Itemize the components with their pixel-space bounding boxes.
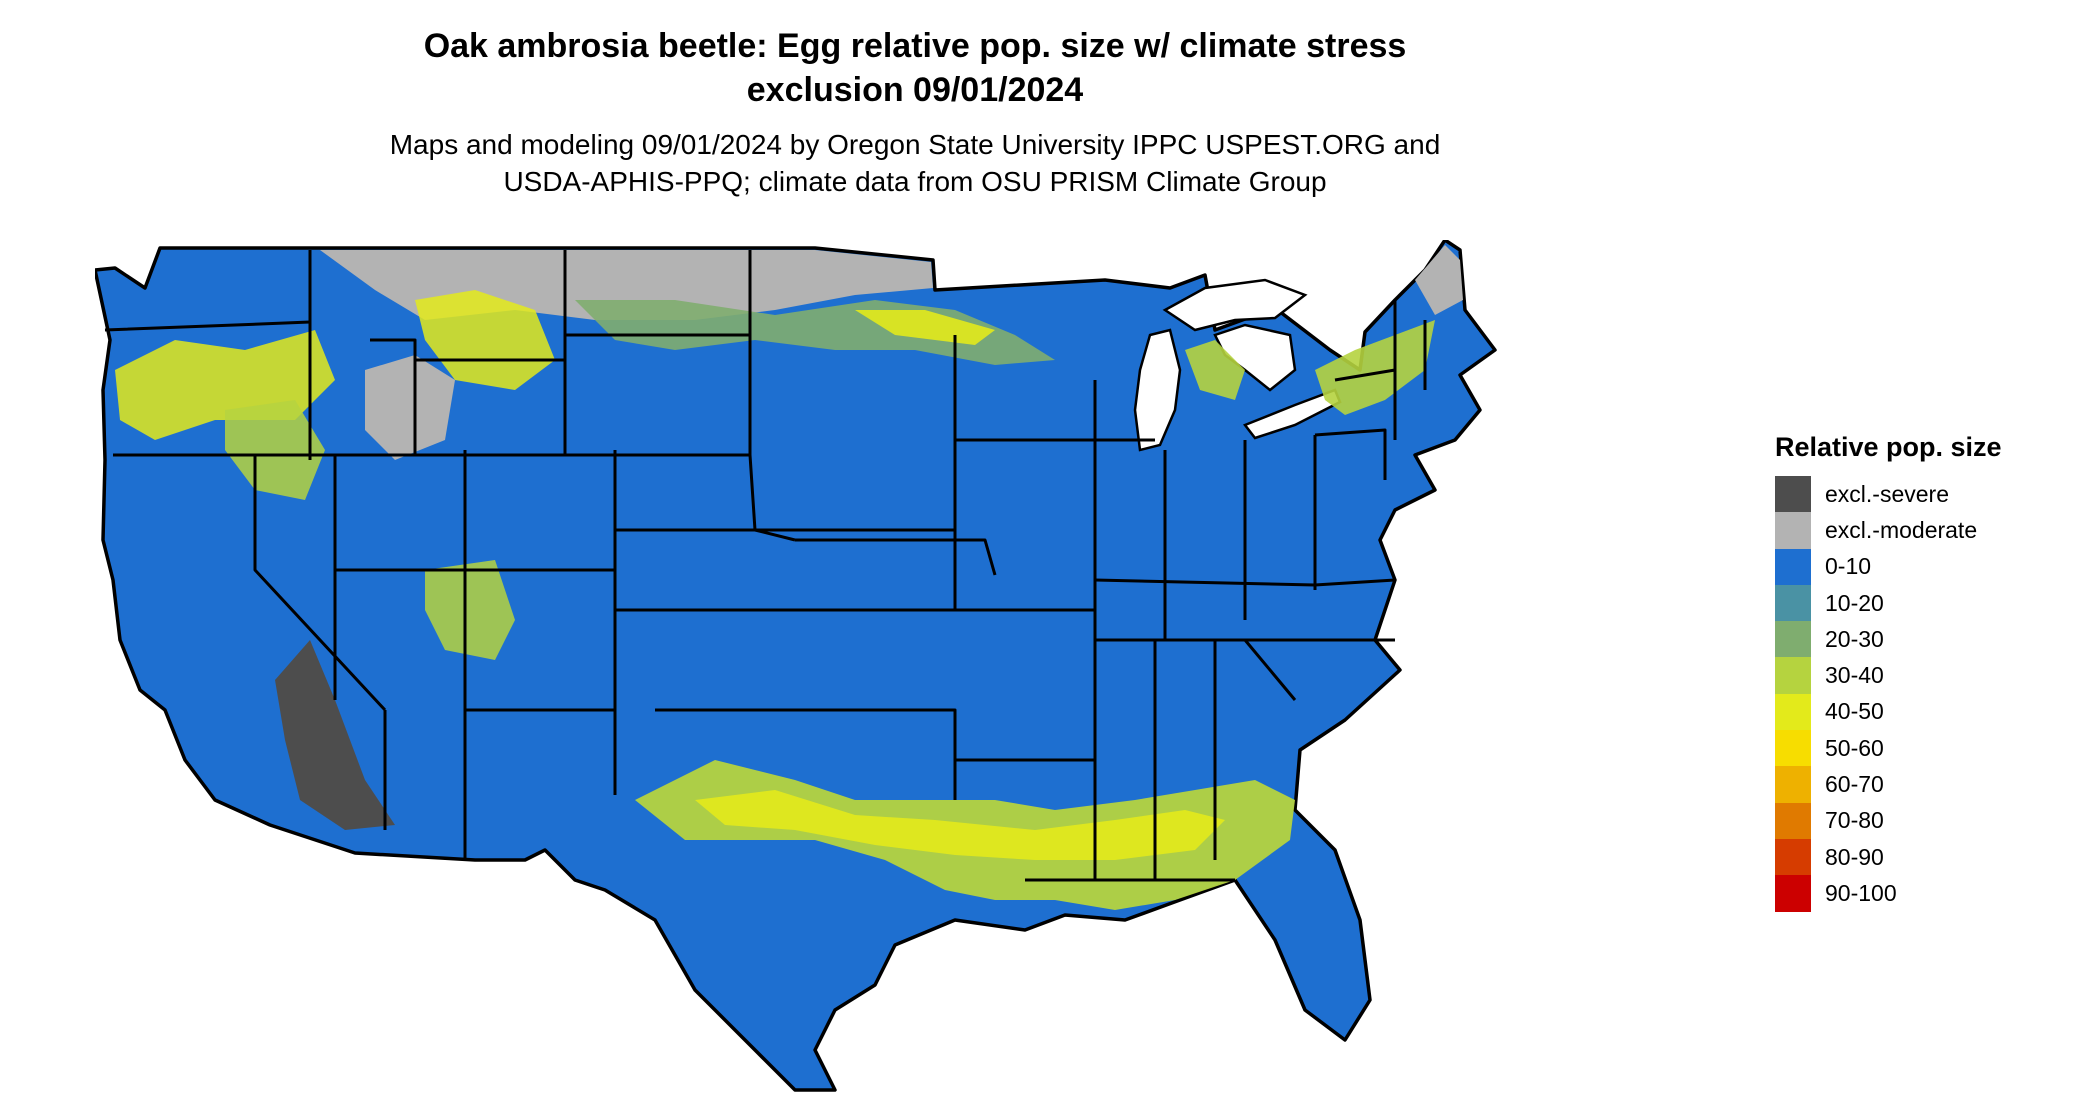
map-subtitle-line-1: Maps and modeling 09/01/2024 by Oregon S… [389, 129, 1441, 160]
lake-michigan [1133, 328, 1182, 452]
legend-label: 80-90 [1825, 843, 1884, 870]
suitability-band-great-basin [225, 400, 325, 500]
legend-item: 50-60 [1775, 730, 2075, 767]
legend-items: excl.-severe excl.-moderate 0-10 10-20 20-30… [1775, 476, 2075, 912]
suitability-band-rockies [415, 290, 555, 390]
legend-label: 70-80 [1825, 807, 1884, 834]
legend-label: 20-30 [1825, 625, 1884, 652]
suitability-band-southwest [425, 560, 515, 660]
legend-swatch [1775, 548, 1811, 585]
legend-swatch [1775, 802, 1811, 839]
legend-swatch [1775, 657, 1811, 694]
suitability-band-michigan [1185, 340, 1245, 400]
excluded-moderate-maine [1415, 245, 1463, 315]
legend-label: excl.-moderate [1825, 516, 1978, 543]
legend-label: excl.-severe [1825, 480, 1949, 507]
legend-swatch [1775, 838, 1811, 876]
legend-item: 30-40 [1775, 657, 2075, 694]
legend-label: 40-50 [1825, 698, 1884, 725]
legend-swatch [1775, 875, 1811, 912]
legend-item: 80-90 [1775, 838, 2075, 876]
legend-swatch [1775, 512, 1811, 549]
legend-label: 60-70 [1825, 771, 1884, 798]
legend-label: 0-10 [1825, 553, 1872, 580]
us-map [95, 240, 1497, 1092]
legend-swatch [1775, 766, 1811, 803]
map-title-line-1: Oak ambrosia beetle: Egg relative pop. s… [423, 27, 1407, 65]
lake-superior [1162, 278, 1308, 332]
legend-swatch [1775, 584, 1811, 622]
legend-item: excl.-moderate [1775, 512, 2075, 549]
legend-item: 10-20 [1775, 584, 2075, 622]
state-boundaries [104, 250, 1427, 882]
legend-label: 10-20 [1825, 589, 1884, 616]
legend-item: 60-70 [1775, 766, 2075, 803]
legend-item: 0-10 [1775, 548, 2075, 585]
legend-item: 90-100 [1775, 875, 2075, 912]
suitability-band-northeast [1315, 320, 1435, 415]
suitability-band-midwest-core [855, 310, 995, 345]
legend-item: 40-50 [1775, 693, 2075, 731]
legend-swatch [1775, 693, 1811, 731]
map-subtitle-line-2: USDA-APHIS-PPQ; climate data from OSU PR… [503, 166, 1327, 197]
legend-swatch [1775, 621, 1811, 658]
legend-swatch [1775, 476, 1811, 513]
legend-item: 20-30 [1775, 621, 2075, 658]
legend: Relative pop. size excl.-severe excl.-mod… [1775, 430, 2075, 912]
excluded-moderate-rockies [365, 355, 455, 460]
legend-title: Relative pop. size [1775, 432, 2002, 462]
legend-label: 30-40 [1825, 662, 1884, 689]
legend-swatch [1775, 730, 1811, 767]
legend-label: 90-100 [1825, 879, 1897, 906]
map-title-line-2: exclusion 09/01/2024 [746, 71, 1084, 109]
legend-item: 70-80 [1775, 802, 2075, 839]
legend-item: excl.-severe [1775, 476, 2075, 513]
legend-label: 50-60 [1825, 734, 1884, 761]
suitability-band-southeast-core [695, 790, 1225, 860]
excluded-severe-southwest [275, 640, 395, 830]
